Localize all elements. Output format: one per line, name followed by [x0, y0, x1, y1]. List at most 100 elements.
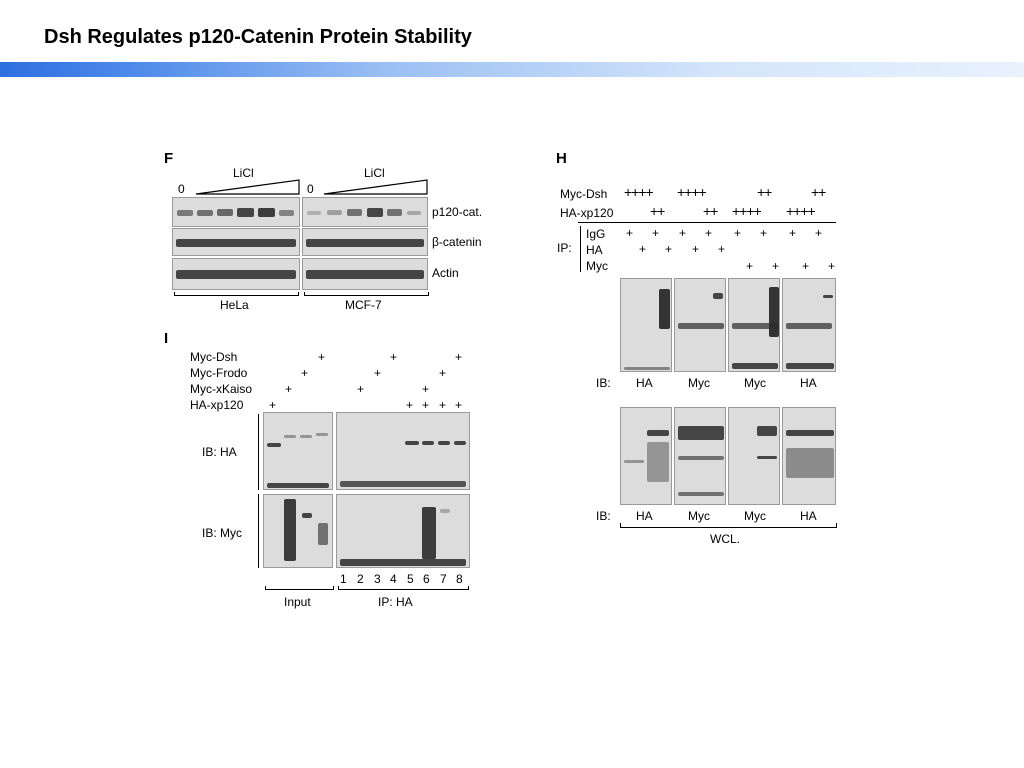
licl-label-mcf7: LiCl: [364, 166, 385, 180]
licl-label-hela: LiCl: [233, 166, 254, 180]
plus-sign: +: [789, 226, 797, 240]
cell-label-hela: HeLa: [220, 298, 249, 312]
lane-number: 2: [357, 572, 364, 586]
ib-label: HA: [636, 376, 653, 390]
panel-h-letter: H: [556, 150, 567, 167]
plus-sign: +: [665, 242, 673, 256]
plus-sign: +: [692, 242, 700, 256]
ib-label: Myc: [744, 509, 766, 523]
blot-input-ib-ha: [263, 412, 333, 490]
bracket-wcl: [620, 527, 836, 528]
label-ip-ha: IP: HA: [378, 595, 413, 609]
blot-p120-mcf7: [302, 197, 428, 227]
plus-sign: +: [318, 350, 326, 364]
row-label-myc-xkaiso: Myc-xKaiso: [190, 382, 253, 396]
blot-h-wcl-ha-2: [782, 407, 836, 505]
plus-group: ++++: [786, 203, 816, 219]
plus-sign: +: [734, 226, 742, 240]
label-wcl: WCL.: [710, 532, 740, 546]
licl-gradient-triangle-mcf7: [324, 179, 428, 195]
plus-sign: +: [772, 259, 780, 273]
row-label-p120: p120-cat.: [432, 205, 483, 219]
zero-label-hela: 0: [178, 182, 185, 196]
ib-label: HA: [800, 376, 817, 390]
plus-sign: +: [802, 259, 810, 273]
lane-number: 4: [390, 572, 397, 586]
row-label-myc-frodo: Myc-Frodo: [190, 366, 248, 380]
cell-label-mcf7: MCF-7: [345, 298, 382, 312]
plus-sign: +: [439, 366, 447, 380]
licl-gradient-triangle-hela: [196, 179, 300, 195]
ib-label: HA: [636, 509, 653, 523]
plus-group: ++++: [677, 184, 707, 200]
plus-sign: +: [639, 242, 647, 256]
plus-sign: +: [815, 226, 823, 240]
ib-label-myc: IB: Myc: [202, 526, 243, 540]
blot-h-wcl-myc-2: [728, 407, 780, 505]
plus-sign: +: [626, 226, 634, 240]
row-label-myc-dsh: Myc-Dsh: [560, 187, 608, 201]
blot-h-wcl-ha-1: [620, 407, 672, 505]
plus-sign: +: [455, 398, 463, 412]
blot-ip-ha-ib-myc: [336, 494, 470, 568]
plus-sign: +: [422, 382, 430, 396]
lane-number: 1: [340, 572, 347, 586]
plus-sign: +: [705, 226, 713, 240]
bracket-ip-ha: [338, 589, 468, 590]
ib-label: Myc: [688, 376, 710, 390]
plus-sign: +: [760, 226, 768, 240]
ip-row-myc: Myc: [586, 259, 608, 273]
lane-number: 7: [440, 572, 447, 586]
divider-line: [578, 222, 836, 223]
blot-h-wcl-myc-1: [674, 407, 726, 505]
ip-row-igg: IgG: [586, 227, 606, 241]
blot-h-ip-ha-2: [782, 278, 836, 372]
blot-h-ip-myc-2: [728, 278, 780, 372]
lane-number: 8: [456, 572, 463, 586]
plus-sign: +: [374, 366, 382, 380]
bracket-hela: [174, 295, 298, 296]
plus-sign: +: [746, 259, 754, 273]
blot-h-ip-myc-1: [674, 278, 726, 372]
plus-sign: +: [679, 226, 687, 240]
ib-label-ha: IB: HA: [202, 445, 237, 459]
slide-title: Dsh Regulates p120-Catenin Protein Stabi…: [44, 26, 472, 48]
bracket-ib-ha: [258, 414, 259, 490]
blot-beta-catenin-mcf7: [302, 228, 428, 256]
plus-sign: +: [718, 242, 726, 256]
blot-beta-catenin-hela: [172, 228, 300, 256]
bracket-mcf7: [304, 295, 428, 296]
ip-bracket: [580, 226, 581, 272]
bracket-ib-myc: [258, 494, 259, 568]
panel-i-letter: I: [164, 330, 169, 347]
plus-sign: +: [406, 398, 414, 412]
blot-p120-hela: [172, 197, 300, 227]
ib-prefix: IB:: [596, 376, 611, 390]
blot-actin-mcf7: [302, 258, 428, 290]
bracket-input: [265, 589, 333, 590]
blot-h-ip-ha-1: [620, 278, 672, 372]
plus-group: ++: [650, 203, 665, 219]
plus-group: ++: [703, 203, 718, 219]
plus-sign: +: [390, 350, 398, 364]
ib-label: Myc: [744, 376, 766, 390]
label-input: Input: [284, 595, 311, 609]
plus-sign: +: [652, 226, 660, 240]
blot-ip-ha-ib-ha: [336, 412, 470, 490]
ib-prefix: IB:: [596, 509, 611, 523]
plus-group: ++++: [624, 184, 654, 200]
blot-input-ib-myc: [263, 494, 333, 568]
zero-label-mcf7: 0: [307, 182, 314, 196]
plus-group: ++: [757, 184, 772, 200]
lane-number: 3: [374, 572, 381, 586]
blot-actin-hela: [172, 258, 300, 290]
ip-row-ha: HA: [586, 243, 603, 257]
plus-sign: +: [301, 366, 309, 380]
ib-label: Myc: [688, 509, 710, 523]
lane-number: 6: [423, 572, 430, 586]
lane-number: 5: [407, 572, 414, 586]
row-label-ha-xp120: HA-xp120: [190, 398, 244, 412]
row-label-ha-xp120: HA-xp120: [560, 206, 614, 220]
ip-label: IP:: [557, 241, 572, 255]
plus-sign: +: [357, 382, 365, 396]
